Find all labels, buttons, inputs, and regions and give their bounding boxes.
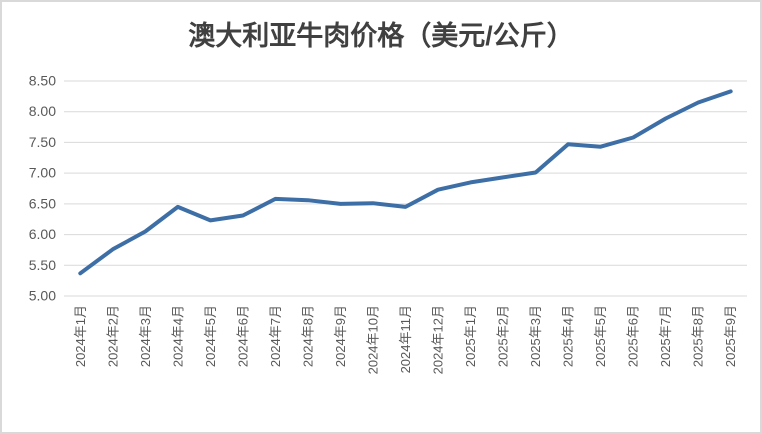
x-axis-tick-label: 2024年11月 [398, 305, 413, 373]
x-axis-tick-label: 2024年10月 [365, 305, 380, 374]
x-axis-tick-label: 2025年9月 [723, 305, 738, 367]
y-axis-tick-label: 8.00 [29, 103, 56, 119]
y-axis-tick-label: 5.50 [29, 257, 56, 273]
x-axis-tick-label: 2024年3月 [138, 305, 153, 367]
x-axis-tick-label: 2024年6月 [235, 305, 250, 367]
x-axis-tick-label: 2024年7月 [268, 305, 283, 367]
y-axis-tick-label: 7.50 [29, 134, 56, 150]
y-axis-tick-label: 6.50 [29, 195, 56, 211]
x-axis-tick-label: 2025年7月 [658, 305, 673, 367]
x-axis-tick-label: 2025年4月 [561, 305, 576, 367]
x-axis-tick-label: 2025年3月 [528, 305, 543, 367]
x-axis-tick-label: 2024年1月 [73, 305, 88, 367]
x-axis-tick-label: 2025年1月 [463, 305, 478, 367]
price-series-line [78, 89, 733, 276]
x-axis-tick-label: 2024年5月 [203, 305, 218, 367]
x-axis-tick-label: 2024年8月 [300, 305, 315, 367]
x-axis-tick-label: 2024年4月 [170, 305, 185, 367]
x-axis-tick-label: 2025年2月 [496, 305, 511, 367]
y-axis-tick-label: 7.00 [29, 165, 56, 181]
x-axis-tick-label: 2024年12月 [431, 305, 446, 374]
x-axis-tick-label: 2024年9月 [333, 305, 348, 367]
x-axis-tick-label: 2025年8月 [691, 305, 706, 367]
y-axis-tick-label: 8.50 [29, 73, 56, 89]
x-axis-tick-label: 2024年2月 [105, 305, 120, 367]
y-axis-tick-label: 6.00 [29, 226, 56, 242]
y-axis-tick-label: 5.00 [29, 288, 56, 304]
x-axis-tick-label: 2025年5月 [593, 305, 608, 367]
chart-title: 澳大利亚牛肉价格（美元/公斤） [188, 21, 574, 51]
x-axis-tick-label: 2025年6月 [626, 305, 641, 367]
